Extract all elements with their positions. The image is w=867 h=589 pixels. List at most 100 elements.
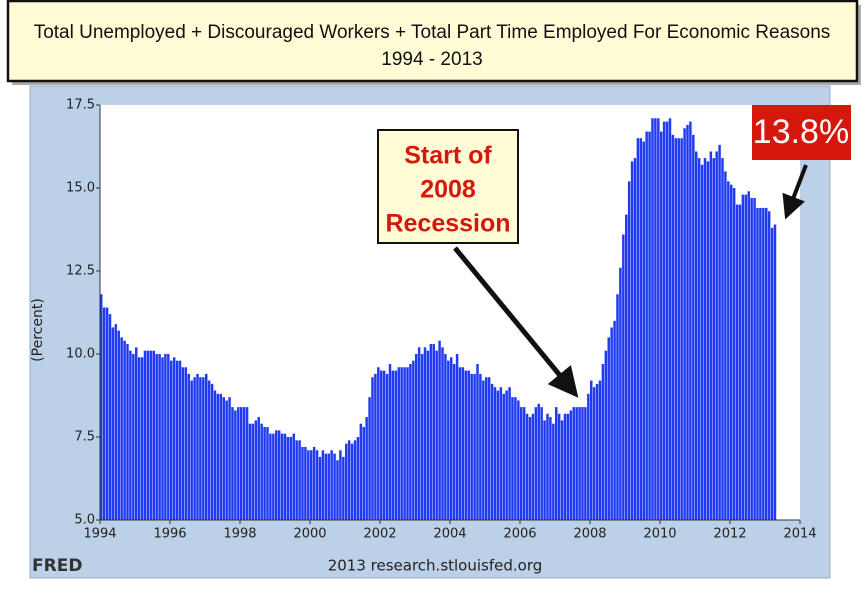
bar xyxy=(126,344,129,520)
bar xyxy=(470,373,473,520)
bar xyxy=(318,456,322,520)
bar xyxy=(152,350,155,520)
bar xyxy=(222,397,225,520)
bar xyxy=(762,207,765,521)
bar xyxy=(275,430,278,520)
bar xyxy=(415,354,418,520)
bar xyxy=(697,158,701,520)
bar xyxy=(485,377,488,520)
bar xyxy=(210,383,214,520)
chart-subtitle: 1994 - 2013 xyxy=(381,49,482,70)
chart-title: Total Unemployed + Discouraged Workers +… xyxy=(34,22,831,43)
bar xyxy=(727,181,730,521)
annotation: 13.8% xyxy=(753,113,849,151)
bar xyxy=(692,134,695,520)
bars xyxy=(100,118,777,521)
bar xyxy=(298,440,301,520)
bar xyxy=(569,410,573,520)
bar xyxy=(543,420,546,520)
bar xyxy=(452,363,456,520)
bar xyxy=(756,207,759,521)
bar xyxy=(450,357,453,520)
bar xyxy=(263,427,266,520)
bar xyxy=(584,407,587,520)
bar xyxy=(511,397,514,520)
bar xyxy=(388,363,392,520)
bar xyxy=(662,121,666,520)
bar xyxy=(286,437,290,520)
bar xyxy=(522,407,526,520)
annotation-box xyxy=(752,105,851,160)
bar xyxy=(604,350,608,520)
bar xyxy=(266,427,269,520)
bar xyxy=(368,397,371,520)
bar xyxy=(342,456,345,520)
bar xyxy=(248,423,252,520)
x-tick-label: 2008 xyxy=(573,527,606,542)
bar xyxy=(120,337,123,520)
bar xyxy=(555,407,558,520)
bar xyxy=(499,387,503,520)
bar xyxy=(581,407,584,520)
bar xyxy=(560,420,564,520)
bar xyxy=(175,360,179,520)
bar xyxy=(324,453,328,520)
x-tick-label: 1994 xyxy=(83,527,116,542)
bar xyxy=(272,433,275,520)
bar xyxy=(686,124,689,521)
bar xyxy=(394,370,398,520)
y-tick-label: 10.0 xyxy=(66,347,95,362)
bar xyxy=(213,390,217,520)
bar xyxy=(172,357,176,520)
bar xyxy=(406,367,409,520)
bar xyxy=(269,433,272,520)
bar xyxy=(190,380,193,520)
bar xyxy=(514,397,517,520)
bar xyxy=(161,357,164,520)
bar xyxy=(464,370,468,520)
bar xyxy=(490,383,494,520)
bar xyxy=(674,138,678,520)
bar xyxy=(537,403,540,520)
bar xyxy=(531,413,535,520)
annotation: Start of xyxy=(404,142,492,170)
bar xyxy=(613,320,616,520)
bar xyxy=(403,367,406,520)
bar xyxy=(467,370,470,520)
bar xyxy=(651,118,654,520)
bar xyxy=(665,121,669,520)
bar xyxy=(639,138,643,520)
bar xyxy=(228,397,231,520)
bar xyxy=(385,373,389,520)
bar xyxy=(339,450,342,520)
bar xyxy=(158,354,161,520)
bar xyxy=(438,340,441,520)
bar xyxy=(712,158,715,520)
bar xyxy=(625,214,628,520)
bar xyxy=(251,423,255,520)
bar xyxy=(773,224,777,520)
bar xyxy=(619,267,622,520)
bar xyxy=(417,347,421,520)
bar xyxy=(111,327,115,520)
bar xyxy=(718,144,721,520)
arrow xyxy=(453,246,579,398)
bar xyxy=(744,194,748,520)
bar xyxy=(493,387,497,520)
bar xyxy=(350,443,354,520)
bar xyxy=(461,367,465,520)
bar xyxy=(645,131,648,520)
bar xyxy=(377,367,380,520)
bar xyxy=(240,407,243,520)
bar xyxy=(225,400,228,520)
bar xyxy=(575,407,578,520)
bar xyxy=(482,380,485,520)
bar xyxy=(301,446,304,520)
bar xyxy=(557,413,561,520)
bar xyxy=(703,158,707,520)
bar xyxy=(356,437,360,520)
bar xyxy=(100,294,103,520)
title-box xyxy=(6,0,859,83)
bar xyxy=(181,367,185,520)
source: 2013 research.stlouisfed.org xyxy=(328,557,543,575)
